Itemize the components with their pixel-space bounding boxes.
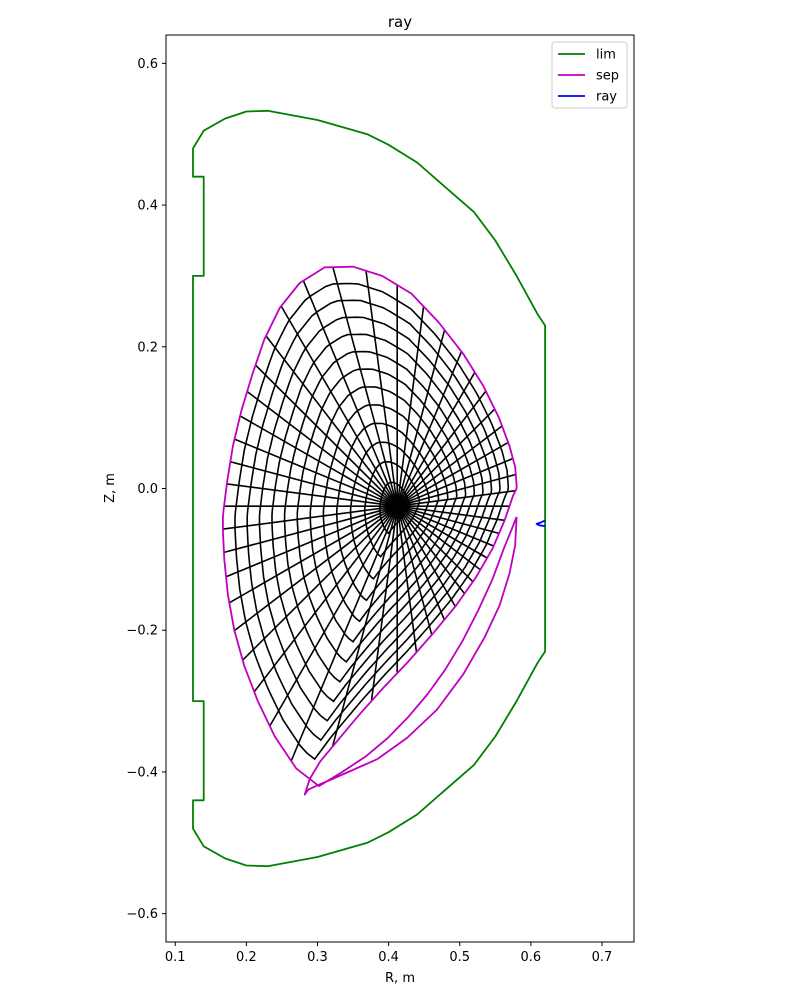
legend-box [551,41,628,109]
radial-grid-line [396,505,466,595]
series-line-lim [192,109,546,868]
radial-grid-line [397,489,516,507]
x-axis: 0.1 0.2 0.3 0.4 0.5 0.6 0.7 [165,942,612,965]
radial-grid-line [396,441,509,507]
radial-grid-line [225,505,398,578]
y-tick-label: −0.6 [126,907,158,922]
radial-grid-line [226,483,398,507]
x-tick-label: 0.1 [165,950,186,965]
radial-grid-line [396,505,456,607]
radial-grid-line [233,505,398,632]
radial-grid-line [239,415,398,507]
radial-grid-line [397,505,505,522]
y-axis: −0.6 −0.4 −0.2 0.0 0.2 0.4 0.6 [126,57,166,922]
radial-grid-line [396,408,496,507]
series-line-ray [535,519,546,527]
legend-label-lim: lim [596,48,616,63]
radial-grid-line [254,364,398,507]
series-line-sep [221,265,518,796]
radial-grid-line [396,505,488,559]
radial-grid-line [396,505,494,547]
y-tick-label: 0.0 [137,482,158,497]
flux-grid [222,266,517,762]
radial-grid-line [396,371,476,507]
radial-grid-line [396,473,517,507]
chart-title: ray [388,13,412,31]
radial-grid-line [396,351,463,507]
radial-grid-line [228,505,398,604]
radial-grid-line [396,506,418,653]
radial-grid-line [396,457,514,507]
x-axis-label: R, m [385,971,415,986]
radial-grid-line [396,505,433,636]
radial-grid-line [331,505,398,747]
x-tick-label: 0.4 [378,950,399,965]
y-tick-label: 0.2 [137,340,158,355]
radial-grid-line [396,505,446,621]
radial-grid-line [396,306,425,507]
radial-grid-line [253,505,398,693]
plot-content [192,109,546,868]
radial-grid-line [396,425,503,507]
y-tick-label: −0.2 [126,624,158,639]
radial-grid-line [396,329,446,507]
radial-grid-line [332,266,398,507]
radial-grid-line [370,506,398,702]
x-tick-label: 0.3 [307,950,328,965]
radial-grid-line [265,335,398,507]
radial-grid-line [269,505,398,727]
radial-grid-line [396,390,487,507]
x-tick-label: 0.7 [592,950,613,965]
x-tick-label: 0.6 [521,950,542,965]
legend-label-ray: ray [596,90,617,105]
legend-label-sep: sep [596,69,619,84]
radial-grid-line [365,270,398,507]
legend: lim sep ray [551,41,628,109]
y-tick-label: −0.4 [126,765,158,780]
y-tick-label: 0.6 [137,57,158,72]
radial-grid-line [242,505,398,661]
radial-grid-line [280,305,398,507]
radial-grid-line [230,460,398,507]
radial-grid-line [302,280,398,507]
radial-grid-line [396,505,500,535]
radial-grid-line [396,505,481,571]
x-tick-label: 0.5 [449,950,470,965]
radial-grid-line [222,505,398,530]
radial-grid-line [246,390,398,507]
y-tick-label: 0.4 [137,199,158,214]
radial-grid-line [223,505,398,554]
radial-grid-line [290,505,398,762]
y-axis-label: Z, m [103,473,118,503]
radial-grid-line [234,438,398,507]
x-tick-label: 0.2 [236,950,257,965]
radial-grid-line [396,505,474,583]
